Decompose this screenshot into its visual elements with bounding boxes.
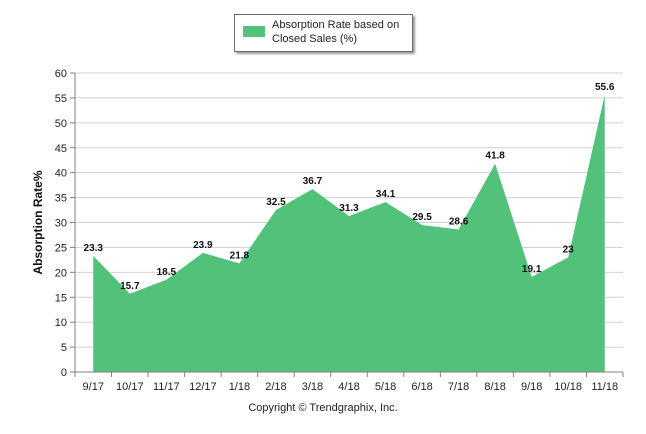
- y-tick-labels: 0 5 10 15 20 25 30 35 40 45 50 55 60: [55, 68, 67, 379]
- y-tick-label: 45: [55, 143, 67, 155]
- y-tick-label: 40: [55, 168, 67, 180]
- x-tick-label: 3/18: [302, 381, 323, 393]
- y-tick-label: 60: [55, 68, 67, 80]
- data-label: 23: [563, 244, 575, 255]
- y-tick-label: 10: [55, 317, 67, 329]
- y-tick-label: 25: [55, 242, 67, 254]
- y-tick-label: 30: [55, 218, 67, 230]
- data-label: 29.5: [412, 212, 432, 223]
- y-tick-label: 35: [55, 193, 67, 205]
- data-label: 31.3: [339, 203, 359, 214]
- x-tick-label: 9/18: [521, 381, 542, 393]
- copyright-footer: Copyright © Trendgraphix, Inc.: [248, 402, 398, 414]
- x-tick-label: 1/18: [229, 381, 250, 393]
- x-tick-label: 12/17: [189, 381, 217, 393]
- data-label: 36.7: [303, 176, 323, 187]
- data-label: 34.1: [376, 189, 396, 200]
- data-label: 19.1: [522, 264, 542, 275]
- x-tick-label: 6/18: [411, 381, 432, 393]
- x-tick-label: 10/18: [554, 381, 582, 393]
- x-tick-label: 11/17: [153, 381, 180, 393]
- legend-swatch: [243, 26, 265, 37]
- x-tick-label: 8/18: [484, 381, 505, 393]
- data-label: 55.6: [595, 82, 615, 93]
- axes: [70, 72, 624, 377]
- legend-label: Absorption Rate based on Closed Sales (%…: [272, 19, 400, 45]
- data-label: 18.5: [157, 267, 177, 278]
- data-label: 41.8: [485, 151, 505, 162]
- y-tick-label: 55: [55, 93, 67, 105]
- data-label: 15.7: [120, 281, 140, 292]
- data-label: 28.6: [449, 216, 469, 227]
- area-series: [93, 94, 605, 372]
- x-tick-label: 5/18: [375, 381, 396, 393]
- data-label: 21.8: [230, 250, 250, 261]
- y-axis-label: Absorption Rate%: [31, 170, 45, 274]
- x-tick-label: 2/18: [265, 381, 286, 393]
- data-labels: 23.3 15.7 18.5 23.9 21.8 32.5 36.7 31.3 34.1 29.5…: [84, 82, 615, 292]
- y-tick-label: 20: [55, 267, 67, 279]
- data-label: 23.3: [84, 243, 104, 254]
- y-tick-label: 0: [61, 367, 67, 379]
- x-tick-label: 9/17: [83, 381, 104, 393]
- y-tick-label: 15: [55, 292, 67, 304]
- y-tick-label: 50: [55, 118, 67, 130]
- x-tick-label: 7/18: [448, 381, 469, 393]
- x-tick-labels: 9/17 10/17 11/17 12/17 1/18 2/18 3/18 4/18 5/18 6…: [83, 381, 619, 393]
- y-tick-label: 5: [61, 342, 67, 354]
- x-tick-label: 11/18: [591, 381, 618, 393]
- data-label: 32.5: [266, 197, 286, 208]
- x-tick-label: 4/18: [338, 381, 359, 393]
- legend: Absorption Rate based on Closed Sales (%…: [234, 14, 413, 52]
- x-tick-label: 10/17: [116, 381, 144, 393]
- data-label: 23.9: [193, 240, 213, 251]
